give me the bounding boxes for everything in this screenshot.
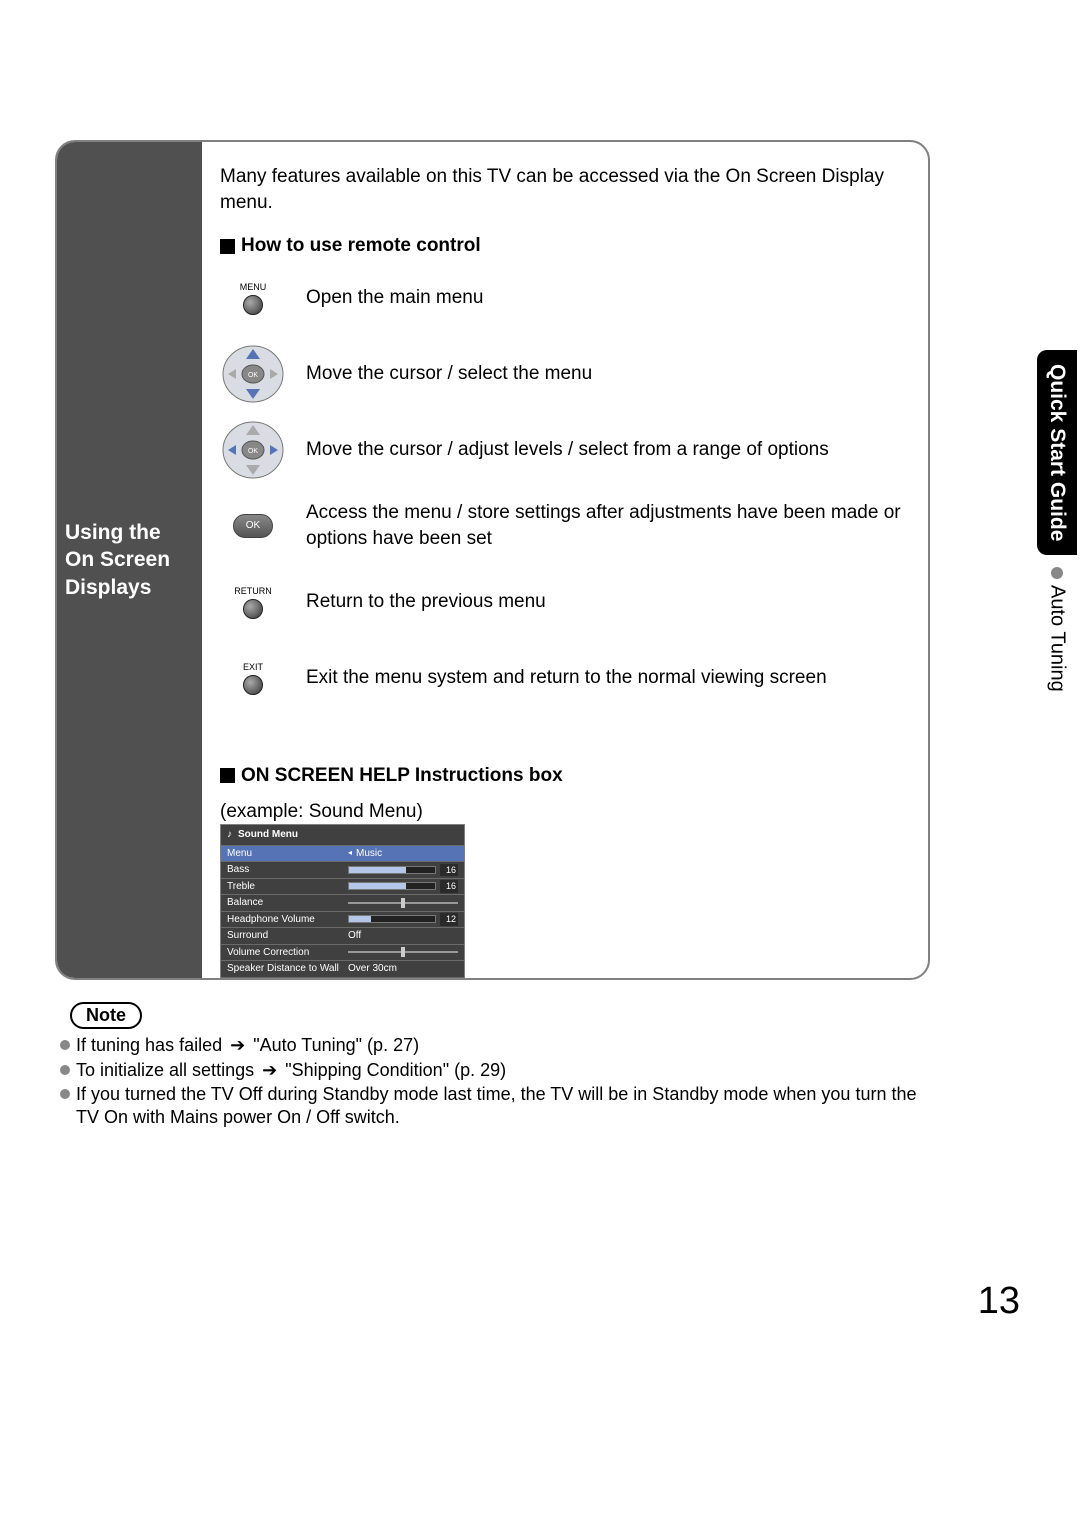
remote-desc: Open the main menu xyxy=(306,285,910,311)
remote-row: OK Move the cursor / select the menu xyxy=(220,345,910,403)
remote-row: MENU Open the main menu xyxy=(220,269,910,327)
remote-heading: How to use remote control xyxy=(220,233,910,259)
round-button-icon xyxy=(243,675,263,695)
tab-dot-icon xyxy=(1051,567,1063,579)
icon-label: RETURN xyxy=(234,585,272,597)
square-bullet-icon xyxy=(220,239,235,254)
ok-button-icon: OK xyxy=(220,514,286,538)
osd-row-label: Headphone Volume xyxy=(227,913,348,927)
icon-label: EXIT xyxy=(243,661,263,673)
osd-row: SurroundOff xyxy=(221,927,464,944)
side-tab-topic: Auto Tuning xyxy=(1042,555,1073,692)
note-text: If tuning has failed ➔ "Auto Tuning" (p.… xyxy=(76,1034,419,1057)
osd-row: Volume Correction xyxy=(221,944,464,961)
dpad-vertical-icon: OK xyxy=(220,345,286,403)
osd-heading-text: ON SCREEN HELP Instructions box xyxy=(241,763,563,789)
round-button-icon xyxy=(243,599,263,619)
remote-row: OK Move the cursor / adjust levels / sel… xyxy=(220,421,910,479)
section-title: Using the On Screen Displays xyxy=(57,519,202,601)
intro-text: Many features available on this TV can b… xyxy=(220,164,910,215)
arrow-icon: ➔ xyxy=(262,1059,277,1082)
ok-oval: OK xyxy=(233,514,273,538)
return-button-icon: RETURN xyxy=(220,585,286,619)
svg-text:OK: OK xyxy=(248,372,258,379)
icon-label: MENU xyxy=(240,281,267,293)
menu-button-icon: MENU xyxy=(220,281,286,315)
osd-row-value: Off xyxy=(348,929,458,943)
remote-desc: Exit the menu system and return to the n… xyxy=(306,665,910,691)
osd-row: Menu◂Music xyxy=(221,845,464,862)
note-item: If you turned the TV Off during Standby … xyxy=(60,1083,930,1128)
osd-title: ♪ Sound Menu xyxy=(221,825,464,845)
osd-row-value: 16 xyxy=(348,880,458,892)
exit-button-icon: EXIT xyxy=(220,661,286,695)
remote-desc: Return to the previous menu xyxy=(306,589,910,615)
note-item: If tuning has failed ➔ "Auto Tuning" (p.… xyxy=(60,1034,930,1057)
osd-row-label: Reset to Default xyxy=(227,979,348,980)
osd-row: Balance xyxy=(221,894,464,911)
dpad-horizontal-icon: OK xyxy=(220,421,286,479)
osd-row-label: Volume Correction xyxy=(227,946,348,960)
note-pill: Note xyxy=(70,1002,142,1029)
section-content: Many features available on this TV can b… xyxy=(202,142,928,978)
note-text: To initialize all settings ➔ "Shipping C… xyxy=(76,1059,506,1082)
osd-row-value: ◂Music xyxy=(348,847,458,861)
osd-section: ON SCREEN HELP Instructions box (example… xyxy=(220,763,910,980)
bullet-icon xyxy=(60,1089,70,1099)
bullet-icon xyxy=(60,1065,70,1075)
osd-example-label: (example: Sound Menu) xyxy=(220,799,910,825)
osd-row: Reset to DefaultSet xyxy=(221,977,464,980)
remote-row: OK Access the menu / store settings afte… xyxy=(220,497,910,555)
page-number: 13 xyxy=(978,1280,1020,1323)
side-tab-topic-text: Auto Tuning xyxy=(1046,585,1069,692)
osd-heading: ON SCREEN HELP Instructions box xyxy=(220,763,910,789)
osd-panel: ♪ Sound Menu Menu◂MusicBass16Treble16Bal… xyxy=(220,824,465,980)
osd-row: Treble16 xyxy=(221,878,464,895)
note-text: If you turned the TV Off during Standby … xyxy=(76,1083,930,1128)
osd-row: Speaker Distance to WallOver 30cm xyxy=(221,960,464,977)
osd-row-label: Menu xyxy=(227,847,348,861)
music-note-icon: ♪ xyxy=(227,828,232,842)
bullet-icon xyxy=(60,1040,70,1050)
side-tab: Quick Start Guide Auto Tuning xyxy=(1034,350,1080,692)
osd-title-text: Sound Menu xyxy=(238,828,298,842)
remote-heading-text: How to use remote control xyxy=(241,233,481,259)
remote-row: RETURN Return to the previous menu xyxy=(220,573,910,631)
svg-text:OK: OK xyxy=(248,448,258,455)
osd-row-label: Bass xyxy=(227,863,348,877)
osd-row-value: 16 xyxy=(348,864,458,876)
osd-row-value: 12 xyxy=(348,913,458,925)
osd-row: Bass16 xyxy=(221,861,464,878)
arrow-icon: ➔ xyxy=(230,1034,245,1057)
remote-desc: Access the menu / store settings after a… xyxy=(306,500,910,551)
remote-desc: Move the cursor / select the menu xyxy=(306,361,910,387)
side-tab-section: Quick Start Guide xyxy=(1037,350,1077,555)
osd-row-value: Over 30cm xyxy=(348,962,458,976)
osd-row-value xyxy=(348,951,458,953)
osd-row-label: Treble xyxy=(227,880,348,894)
main-panel: Using the On Screen Displays Many featur… xyxy=(55,140,930,980)
remote-row: EXIT Exit the menu system and return to … xyxy=(220,649,910,707)
round-button-icon xyxy=(243,295,263,315)
square-bullet-icon xyxy=(220,768,235,783)
osd-row-label: Surround xyxy=(227,929,348,943)
osd-row-label: Balance xyxy=(227,896,348,910)
osd-row-value xyxy=(348,902,458,904)
osd-row-label: Speaker Distance to Wall xyxy=(227,962,348,976)
osd-row: Headphone Volume12 xyxy=(221,911,464,928)
osd-row-value: Set xyxy=(348,979,458,980)
note-item: To initialize all settings ➔ "Shipping C… xyxy=(60,1059,930,1082)
section-sidebar: Using the On Screen Displays xyxy=(57,142,202,978)
note-list: If tuning has failed ➔ "Auto Tuning" (p.… xyxy=(60,1034,930,1130)
remote-desc: Move the cursor / adjust levels / select… xyxy=(306,437,910,463)
